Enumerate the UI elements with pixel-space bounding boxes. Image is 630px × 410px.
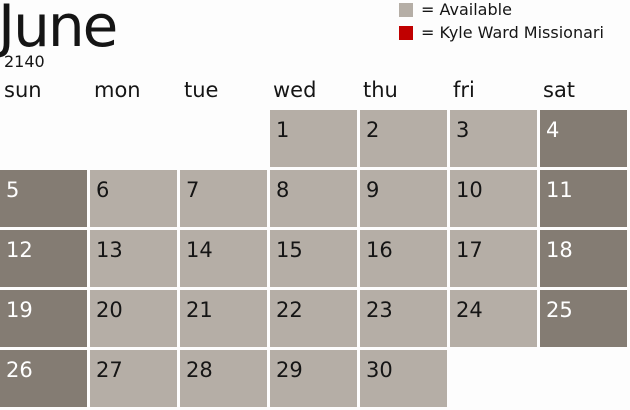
day-number: 15 (276, 238, 303, 262)
day-number: 24 (456, 298, 483, 322)
day-number: 3 (456, 118, 470, 142)
day-cell[interactable]: 27 (90, 350, 177, 407)
weekday-sun: sun (4, 78, 42, 102)
day-number: 12 (6, 238, 33, 262)
weekday-tue: tue (184, 78, 219, 102)
day-number: 21 (186, 298, 213, 322)
legend-swatch-available (399, 2, 413, 17)
day-cell[interactable]: 7 (180, 170, 267, 227)
legend-item-available: = Available (399, 0, 512, 19)
weekday-fri: fri (453, 78, 475, 102)
legend-swatch-missionary (399, 25, 413, 40)
day-number: 11 (546, 178, 573, 202)
day-number: 28 (186, 358, 213, 382)
day-cell[interactable]: 8 (270, 170, 357, 227)
day-cell[interactable]: 20 (90, 290, 177, 347)
day-number: 26 (6, 358, 33, 382)
day-cell[interactable]: 24 (450, 290, 537, 347)
day-number: 30 (366, 358, 393, 382)
weekday-thu: thu (363, 78, 398, 102)
day-number: 29 (276, 358, 303, 382)
day-cell[interactable]: 17 (450, 230, 537, 287)
day-cell[interactable]: 30 (360, 350, 447, 407)
day-cell[interactable]: 9 (360, 170, 447, 227)
legend-item-missionary: = Kyle Ward Missionari (399, 23, 604, 42)
legend-label: = Kyle Ward Missionari (421, 23, 604, 42)
day-number: 17 (456, 238, 483, 262)
day-number: 13 (96, 238, 123, 262)
day-number: 7 (186, 178, 200, 202)
day-number: 22 (276, 298, 303, 322)
day-cell[interactable]: 19 (0, 290, 87, 347)
day-number: 18 (546, 238, 573, 262)
day-number: 23 (366, 298, 393, 322)
day-cell[interactable]: 1 (270, 110, 357, 167)
day-cell[interactable]: 23 (360, 290, 447, 347)
weekday-mon: mon (94, 78, 141, 102)
day-cell[interactable]: 6 (90, 170, 177, 227)
weekday-sat: sat (543, 78, 576, 102)
year-label: 2140 (4, 52, 45, 71)
day-number: 10 (456, 178, 483, 202)
day-cell[interactable]: 18 (540, 230, 627, 287)
day-cell[interactable]: 26 (0, 350, 87, 407)
legend-label: = Available (421, 0, 512, 19)
day-number: 27 (96, 358, 123, 382)
month-title: June (0, 0, 118, 60)
day-number: 14 (186, 238, 213, 262)
day-number: 20 (96, 298, 123, 322)
day-cell[interactable]: 10 (450, 170, 537, 227)
day-cell[interactable]: 21 (180, 290, 267, 347)
day-number: 8 (276, 178, 290, 202)
day-number: 5 (6, 178, 20, 202)
day-number: 4 (546, 118, 560, 142)
day-cell[interactable]: 14 (180, 230, 267, 287)
day-cell[interactable]: 12 (0, 230, 87, 287)
day-cell[interactable]: 11 (540, 170, 627, 227)
day-number: 25 (546, 298, 573, 322)
day-cell[interactable]: 4 (540, 110, 627, 167)
day-cell[interactable]: 3 (450, 110, 537, 167)
day-number: 6 (96, 178, 110, 202)
day-cell[interactable]: 22 (270, 290, 357, 347)
day-cell[interactable]: 28 (180, 350, 267, 407)
day-number: 1 (276, 118, 290, 142)
day-cell[interactable]: 16 (360, 230, 447, 287)
day-number: 16 (366, 238, 393, 262)
day-cell[interactable]: 5 (0, 170, 87, 227)
day-cell[interactable]: 2 (360, 110, 447, 167)
day-cell[interactable]: 13 (90, 230, 177, 287)
day-cell[interactable]: 25 (540, 290, 627, 347)
weekday-wed: wed (273, 78, 317, 102)
day-number: 2 (366, 118, 380, 142)
day-number: 19 (6, 298, 33, 322)
day-cell[interactable]: 15 (270, 230, 357, 287)
day-cell[interactable]: 29 (270, 350, 357, 407)
day-number: 9 (366, 178, 380, 202)
